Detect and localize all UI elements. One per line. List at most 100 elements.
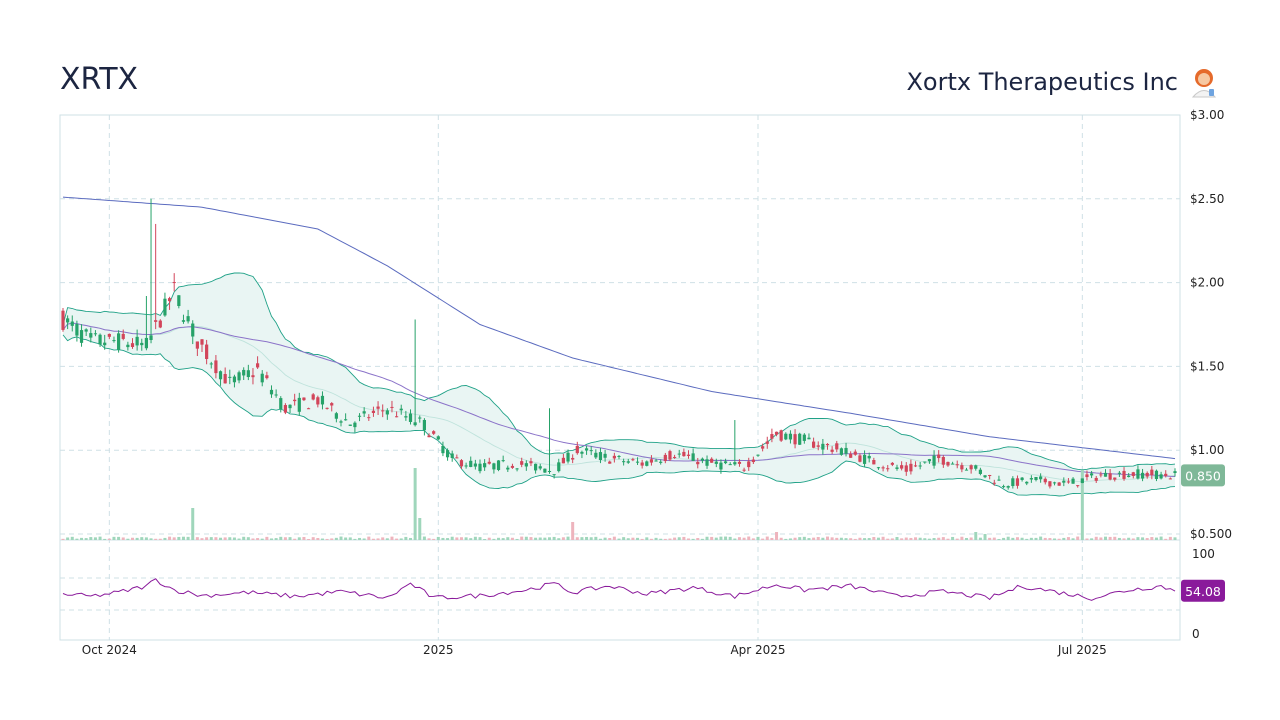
candle-body bbox=[946, 461, 950, 466]
volume-bar bbox=[802, 536, 806, 540]
bollinger-mid bbox=[62, 322, 1176, 483]
candle-body bbox=[487, 461, 491, 464]
volume-bar bbox=[761, 538, 765, 540]
volume-bar bbox=[575, 537, 579, 540]
volume-bar bbox=[682, 536, 686, 540]
candle-body bbox=[1034, 476, 1038, 481]
candle-body bbox=[1006, 486, 1010, 488]
volume-bar bbox=[418, 518, 422, 540]
bollinger-lower bbox=[62, 334, 1176, 497]
y-tick-label: $1.00 bbox=[1190, 443, 1224, 457]
volume-bar bbox=[608, 537, 612, 540]
volume-bar bbox=[520, 536, 524, 540]
volume-bar bbox=[728, 536, 732, 540]
volume-bar bbox=[826, 536, 829, 540]
volume-bar bbox=[144, 537, 148, 540]
candle-body bbox=[589, 450, 593, 452]
volume-bar bbox=[1108, 536, 1112, 540]
candle-body bbox=[779, 430, 783, 441]
candle-body bbox=[1039, 476, 1043, 480]
candle-body bbox=[983, 475, 987, 478]
volume-bar bbox=[534, 537, 538, 540]
volume-bar bbox=[93, 537, 97, 540]
volume-bar bbox=[1076, 536, 1080, 540]
candle-body bbox=[941, 456, 945, 465]
volume-bar bbox=[1034, 537, 1038, 540]
volume-bar bbox=[316, 537, 320, 540]
candle-body bbox=[395, 416, 399, 418]
candle-body bbox=[835, 443, 839, 450]
volume-bar bbox=[673, 537, 677, 540]
volume-bar bbox=[1062, 537, 1066, 540]
candle-body bbox=[937, 454, 941, 459]
candle-body bbox=[432, 431, 436, 434]
candle-body bbox=[501, 460, 505, 462]
volume-bar bbox=[450, 536, 454, 540]
rsi-line bbox=[62, 578, 1176, 601]
volume-bar bbox=[177, 536, 181, 540]
volume-bar bbox=[469, 538, 473, 540]
candle-body bbox=[622, 461, 626, 463]
last-price-label: 0.850 bbox=[1185, 468, 1221, 483]
candle-body bbox=[436, 436, 440, 440]
candle-body bbox=[561, 457, 565, 464]
candle-body bbox=[167, 298, 172, 302]
volume-bar bbox=[409, 537, 412, 540]
volume-bar bbox=[663, 538, 667, 540]
volume-bar bbox=[719, 536, 723, 540]
volume-bar bbox=[353, 538, 357, 540]
volume-bar bbox=[839, 537, 843, 540]
candle-body bbox=[543, 468, 547, 473]
candle-body bbox=[483, 463, 487, 468]
candle-body bbox=[418, 417, 422, 419]
volume-bar bbox=[455, 537, 459, 540]
candle-body bbox=[492, 463, 496, 470]
candle-body bbox=[1080, 478, 1084, 484]
volume-bar bbox=[510, 537, 514, 540]
volume-bar bbox=[98, 536, 102, 540]
candle-body bbox=[566, 452, 570, 462]
volume-bar bbox=[232, 537, 236, 540]
volume-bar bbox=[1057, 538, 1061, 540]
candle-body bbox=[668, 451, 672, 460]
volume-bar bbox=[659, 538, 663, 540]
volume-bar bbox=[775, 532, 779, 540]
candle-body bbox=[172, 282, 176, 284]
rsi-last-badge bbox=[1181, 579, 1225, 602]
candle-body bbox=[75, 323, 79, 336]
volume-bar bbox=[1113, 536, 1117, 540]
candle-body bbox=[872, 460, 876, 465]
candle-body bbox=[279, 398, 283, 410]
candle-body bbox=[932, 455, 936, 466]
candle-body bbox=[297, 397, 301, 412]
candle-body bbox=[70, 321, 74, 326]
volume-bar bbox=[1066, 537, 1070, 540]
candle-body bbox=[344, 419, 348, 421]
candle-body bbox=[390, 406, 394, 408]
volume-bar bbox=[756, 536, 760, 540]
candle-body bbox=[733, 462, 737, 465]
volume-bar bbox=[548, 537, 551, 540]
volume-bar bbox=[75, 538, 79, 540]
candle-body bbox=[765, 441, 769, 444]
volume-bar bbox=[1094, 536, 1098, 540]
candle-body bbox=[900, 465, 904, 469]
candle-body bbox=[371, 410, 376, 413]
candle-body bbox=[478, 463, 482, 472]
candle-body bbox=[274, 394, 278, 396]
y-tick-label: $3.00 bbox=[1190, 108, 1224, 122]
volume-bar bbox=[117, 536, 121, 540]
volume-bar bbox=[626, 538, 630, 540]
candle-body bbox=[140, 342, 144, 346]
candle-body bbox=[710, 458, 714, 463]
candle-body bbox=[788, 433, 793, 440]
volume-bar bbox=[927, 538, 931, 540]
volume-bar bbox=[362, 538, 366, 540]
volume-bar bbox=[941, 537, 945, 540]
volume-bar bbox=[1150, 537, 1154, 540]
volume-bar bbox=[376, 538, 380, 540]
candle-body bbox=[807, 437, 811, 440]
ma200-line bbox=[62, 196, 1176, 460]
volume-bar bbox=[1127, 537, 1131, 540]
